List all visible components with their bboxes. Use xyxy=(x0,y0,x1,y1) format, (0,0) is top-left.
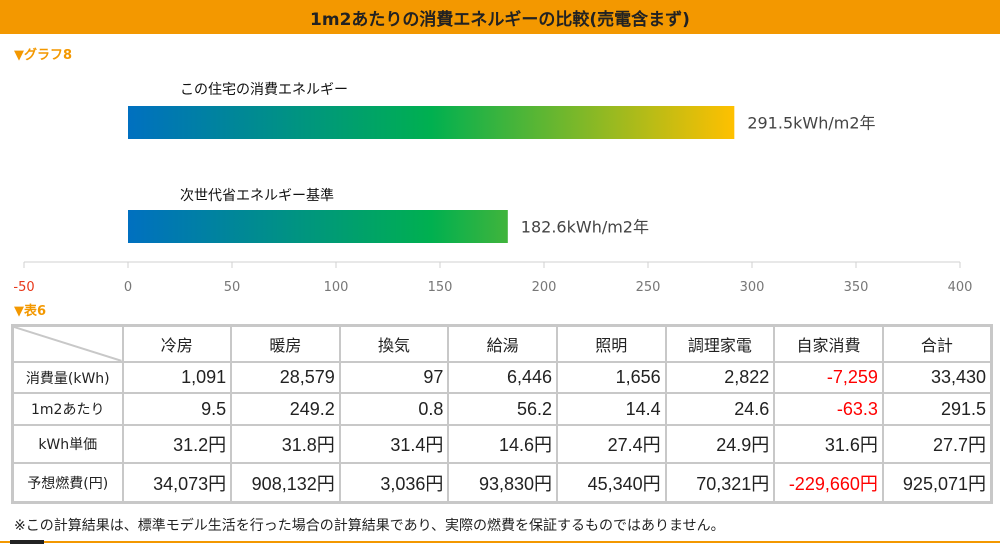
x-tick-label: 350 xyxy=(844,280,869,295)
category-label: この住宅の消費エネルギー xyxy=(180,82,348,98)
table-cell: 24.6 xyxy=(664,392,776,426)
energy-table: 冷房 暖房 換気 給湯 照明 調理家電 自家消費 合計 消費量(kWh) 1,091 28,579 9… xyxy=(11,324,993,504)
table-cell: 1,091 xyxy=(121,360,233,395)
table-row: 消費量(kWh) 1,091 28,579 97 6,446 1,656 2,822 -7,2… xyxy=(11,360,993,395)
table-cell: 6,446 xyxy=(447,360,558,395)
x-tick-label: -50 xyxy=(13,280,34,295)
graph-section-label: ▼グラフ8 xyxy=(14,48,73,63)
table-cell: 24.9円 xyxy=(664,423,776,465)
table-cell: 0.8 xyxy=(338,392,450,426)
disclaimer-note: ※この計算結果は、標準モデル生活を行った場合の計算結果であり、実際の燃費を保証す… xyxy=(14,518,725,534)
table-cell: 291.5 xyxy=(881,392,993,426)
table-cell: 9.5 xyxy=(121,392,233,426)
table-cell: 93,830円 xyxy=(447,462,558,504)
x-tick-label: 50 xyxy=(224,280,241,295)
table-cell: -229,660円 xyxy=(773,462,884,504)
table-cell: 925,071円 xyxy=(881,462,993,504)
column-header: 暖房 xyxy=(230,324,341,363)
page-title: 1m2あたりの消費エネルギーの比較(売電含まず) xyxy=(0,0,1000,34)
row-header: 予想燃費(円) xyxy=(11,462,124,504)
category-label: 次世代省エネルギー基準 xyxy=(180,187,334,204)
table-cell: 34,073円 xyxy=(121,462,233,504)
table-cell: 14.6円 xyxy=(447,423,558,465)
column-header: 給湯 xyxy=(447,324,558,363)
table-cell: 70,321円 xyxy=(664,462,776,504)
table-corner-cell xyxy=(11,324,124,363)
bar xyxy=(128,106,735,139)
table-cell: 31.4円 xyxy=(338,423,450,465)
column-header: 照明 xyxy=(556,324,667,363)
column-header: 冷房 xyxy=(121,324,233,363)
x-tick-label: 200 xyxy=(532,280,557,295)
row-header: kWh単価 xyxy=(11,423,124,465)
table-cell: 2,822 xyxy=(664,360,776,395)
table-cell: 45,340円 xyxy=(556,462,667,504)
table-header-row: 冷房 暖房 換気 給湯 照明 調理家電 自家消費 合計 xyxy=(11,324,993,363)
x-tick-label: 100 xyxy=(324,280,349,295)
x-tick-label: 150 xyxy=(428,280,453,295)
x-tick-label: 250 xyxy=(636,280,661,295)
table-cell: 14.4 xyxy=(556,392,667,426)
row-header: 1m2あたり xyxy=(11,392,124,426)
x-tick-label: 0 xyxy=(124,280,132,295)
table-cell: 33,430 xyxy=(881,360,993,395)
table-cell: 27.7円 xyxy=(881,423,993,465)
x-tick-label: 400 xyxy=(948,280,973,295)
data-label: 291.5kWh/m2年 xyxy=(747,114,875,133)
bottom-rule xyxy=(0,541,1000,543)
column-header: 調理家電 xyxy=(664,324,776,363)
table-section-label: ▼表6 xyxy=(14,304,47,319)
table-cell: 249.2 xyxy=(230,392,341,426)
table-cell: 908,132円 xyxy=(230,462,341,504)
bottom-mark xyxy=(10,540,44,544)
row-header: 消費量(kWh) xyxy=(11,360,124,395)
table-cell: 56.2 xyxy=(447,392,558,426)
column-header: 合計 xyxy=(881,324,993,363)
table-cell: 28,579 xyxy=(230,360,341,395)
table-row: 予想燃費(円) 34,073円 908,132円 3,036円 93,830円 45,34… xyxy=(11,462,993,504)
table-row: kWh単価 31.2円 31.8円 31.4円 14.6円 27.4円 24.9円 31.6円… xyxy=(11,423,993,465)
column-header: 自家消費 xyxy=(773,324,884,363)
data-label: 182.6kWh/m2年 xyxy=(521,218,649,237)
x-tick-label: 300 xyxy=(740,280,765,295)
table-cell: 31.6円 xyxy=(773,423,884,465)
table-cell: 1,656 xyxy=(556,360,667,395)
table-cell: 31.2円 xyxy=(121,423,233,465)
table-cell: 27.4円 xyxy=(556,423,667,465)
bar xyxy=(128,210,508,243)
table-row: 1m2あたり 9.5 249.2 0.8 56.2 14.4 24.6 -63.3 291.5 xyxy=(11,392,993,426)
table-cell: -63.3 xyxy=(773,392,884,426)
table-cell: -7,259 xyxy=(773,360,884,395)
table-cell: 3,036円 xyxy=(338,462,450,504)
column-header: 換気 xyxy=(338,324,450,363)
table-cell: 31.8円 xyxy=(230,423,341,465)
table-cell: 97 xyxy=(338,360,450,395)
